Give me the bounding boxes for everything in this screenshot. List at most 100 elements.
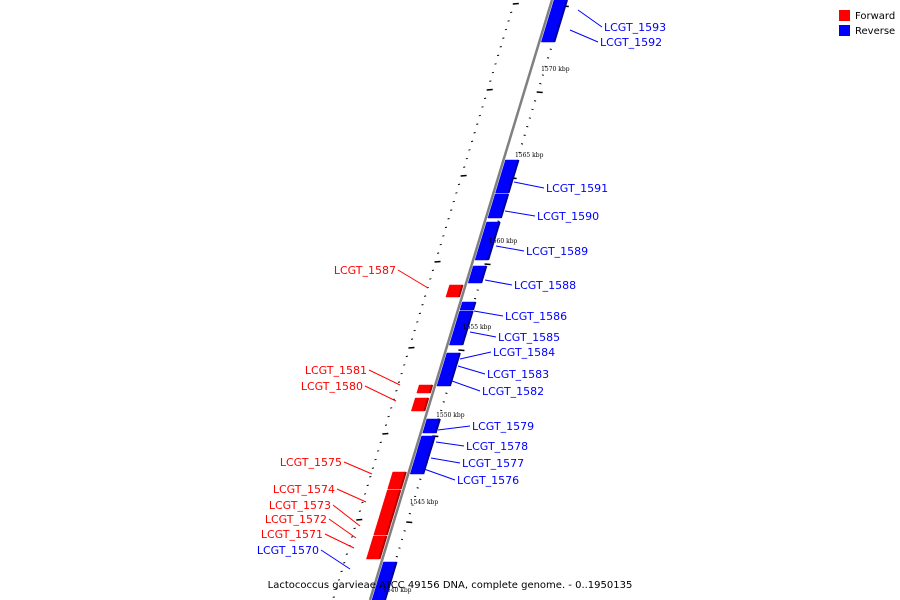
tick-mark: [361, 501, 364, 504]
tick-mark: [358, 510, 361, 512]
gene-leader-line: [435, 441, 465, 447]
tick-mark: [526, 125, 529, 128]
gene-label[interactable]: LCGT_1576: [457, 474, 519, 487]
tick-mark: [549, 48, 552, 50]
gene-leader-line: [430, 457, 461, 464]
tick-mark: [406, 521, 413, 524]
tick-mark: [473, 132, 476, 134]
tick-mark: [460, 174, 467, 177]
gene-feature[interactable]: [474, 221, 501, 261]
gene-label[interactable]: LCGT_1590: [537, 210, 599, 223]
tick-mark: [408, 512, 411, 515]
tick-mark: [533, 100, 537, 102]
gene-shade: [399, 471, 407, 490]
tick-mark: [395, 390, 398, 392]
tick-mark: [507, 20, 510, 22]
tick-mark: [484, 263, 491, 266]
tick-mark: [421, 304, 424, 306]
gene-label[interactable]: LCGT_1585: [498, 331, 560, 344]
gene-label[interactable]: LCGT_1577: [462, 457, 524, 470]
gene-label[interactable]: LCGT_1583: [487, 368, 549, 381]
gene-label[interactable]: LCGT_1591: [546, 182, 608, 195]
gene-label[interactable]: LCGT_1581: [305, 364, 367, 377]
tick-mark: [382, 432, 389, 435]
gene-label[interactable]: LCGT_1572: [265, 513, 327, 526]
gene-leader-line: [569, 29, 599, 43]
gene-shade: [449, 365, 457, 385]
tick-mark: [418, 312, 421, 315]
tick-mark: [410, 338, 414, 340]
gene-shade: [429, 439, 435, 451]
gene-leader-line: [437, 425, 471, 431]
gene-feature[interactable]: [410, 397, 429, 412]
gene-feature[interactable]: [366, 545, 384, 560]
position-label: 1565 kbp: [515, 152, 544, 159]
legend-label-reverse: Reverse: [855, 26, 895, 37]
gene-feature[interactable]: [436, 383, 451, 387]
gene-label[interactable]: LCGT_1580: [301, 380, 363, 393]
gene-label[interactable]: LCGT_1584: [493, 346, 555, 359]
gene-label[interactable]: LCGT_1571: [261, 528, 323, 541]
gene-feature[interactable]: [371, 561, 397, 600]
tick-mark: [445, 392, 448, 394]
gene-labels: LCGT_1593 LCGT_1592 LCGT_1591 LCGT_1590 LCGT…: [257, 9, 666, 570]
gene-label[interactable]: LCGT_1579: [472, 420, 534, 433]
tick-mark: [465, 157, 468, 160]
gene-label[interactable]: LCGT_1589: [526, 245, 588, 258]
gene-label[interactable]: LCGT_1587: [334, 264, 396, 277]
tick-mark: [499, 46, 502, 48]
gene-leader-line: [332, 504, 361, 527]
tick-mark: [440, 409, 443, 412]
tick-mark: [450, 209, 453, 211]
tick-mark: [470, 140, 474, 143]
gene-leader-line: [324, 533, 355, 549]
position-label: 1545 kbp: [410, 499, 439, 506]
tick-mark: [403, 530, 406, 532]
tick-mark: [491, 71, 495, 74]
tick-mark: [528, 117, 531, 119]
gene-leader-line: [423, 468, 456, 481]
gene-label[interactable]: LCGT_1570: [257, 544, 319, 557]
gene-feature[interactable]: [445, 284, 463, 298]
gene-label[interactable]: LCGT_1578: [466, 440, 528, 453]
gene-label[interactable]: LCGT_1593: [604, 21, 666, 34]
gene-shade: [422, 461, 428, 475]
gene-shade: [448, 383, 452, 387]
tick-mark: [476, 289, 479, 291]
tick-mark: [473, 297, 477, 300]
gene-shade: [499, 193, 510, 219]
tick-mark: [531, 108, 534, 111]
tick-mark: [377, 450, 380, 452]
gene-shade: [507, 159, 520, 194]
gene-leader-line: [457, 365, 486, 375]
tick-mark: [452, 200, 455, 203]
position-label: 1570 kbp: [541, 66, 570, 73]
gene-feature[interactable]: [373, 523, 391, 536]
gene-leader-line: [343, 461, 373, 475]
tick-mark: [504, 28, 508, 31]
gene-feature[interactable]: [409, 461, 428, 475]
legend-swatch-reverse: [839, 25, 850, 36]
tick-mark: [397, 381, 401, 383]
tick-mark: [547, 57, 550, 59]
gene-label[interactable]: LCGT_1573: [269, 499, 331, 512]
gene-leader-line: [397, 269, 429, 289]
gene-leader-line: [513, 181, 545, 189]
tick-mark: [413, 495, 417, 498]
tick-mark: [455, 192, 458, 194]
tick-mark: [442, 401, 445, 403]
tick-mark: [419, 478, 422, 480]
gene-label[interactable]: LCGT_1592: [600, 36, 662, 49]
gene-shade: [461, 310, 474, 346]
tick-mark: [403, 364, 406, 366]
tick-mark: [400, 538, 404, 541]
gene-label[interactable]: LCGT_1575: [280, 456, 342, 469]
gene-label[interactable]: LCGT_1582: [482, 385, 544, 398]
gene-leader-line: [368, 369, 401, 386]
gene-label[interactable]: LCGT_1588: [514, 279, 576, 292]
gene-label[interactable]: LCGT_1574: [273, 483, 335, 496]
gene-label[interactable]: LCGT_1586: [505, 310, 567, 323]
tick-mark: [390, 407, 393, 409]
tick-marks: [332, 2, 569, 600]
position-label: 1550 kbp: [436, 412, 465, 419]
